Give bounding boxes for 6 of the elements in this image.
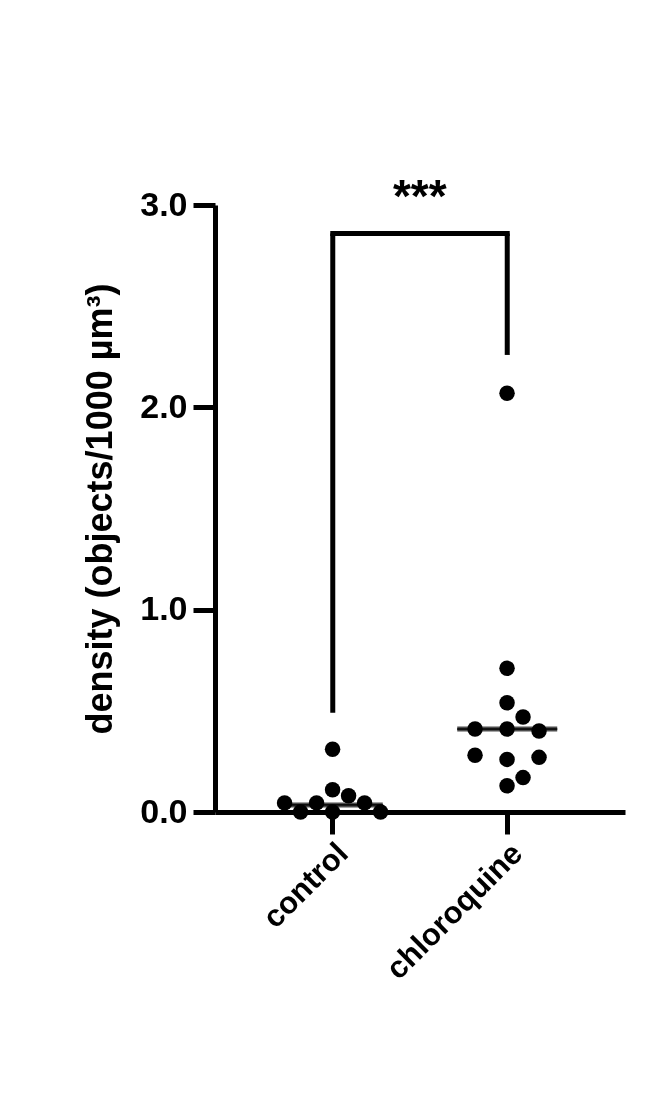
y-tick-label: 1.0: [140, 589, 188, 628]
y-tick-label: 2.0: [140, 386, 188, 425]
y-tick-label: 3.0: [140, 184, 188, 223]
y-axis-title: density (objects/1000 µm³): [79, 283, 121, 735]
y-tick-label: 0.0: [140, 791, 188, 830]
annotation: ***: [392, 169, 447, 222]
